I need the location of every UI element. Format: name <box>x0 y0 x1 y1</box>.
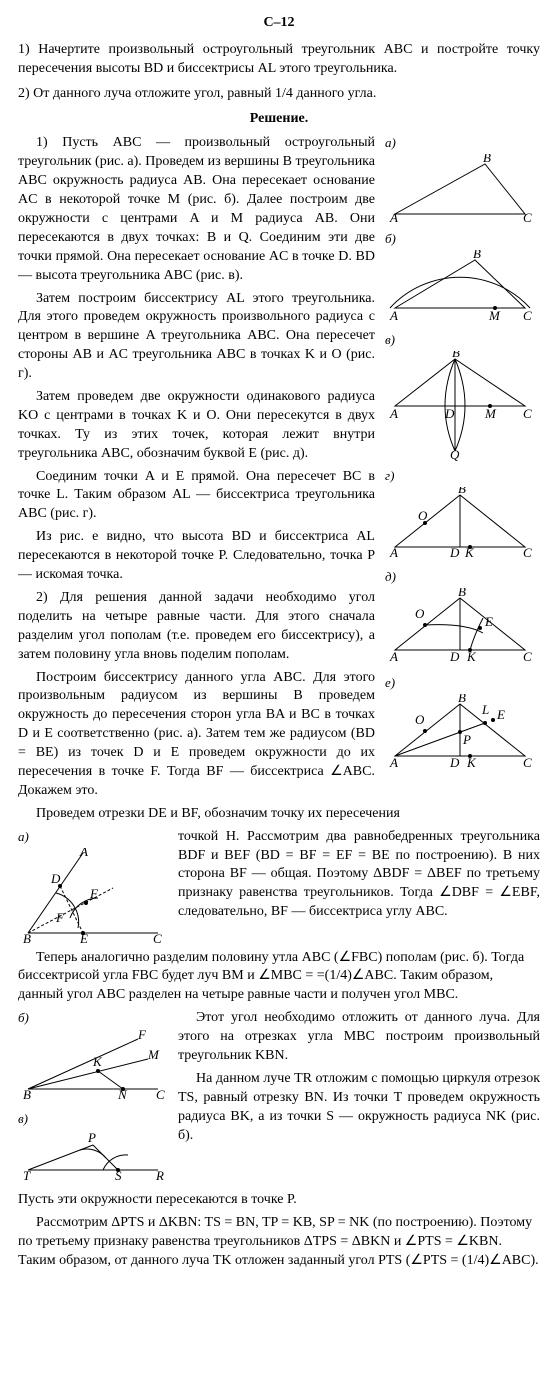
svg-text:P: P <box>87 1130 96 1145</box>
para-8: точкой H. Рассмотрим два равнобедренных … <box>178 828 540 922</box>
svg-text:C: C <box>153 931 162 943</box>
svg-text:B: B <box>458 487 466 496</box>
svg-text:M: M <box>147 1047 160 1062</box>
page-title: С–12 <box>18 14 540 33</box>
svg-text:M: M <box>484 406 497 421</box>
svg-text:F: F <box>137 1029 147 1042</box>
solution-header: Решение. <box>18 110 540 129</box>
svg-text:B: B <box>23 931 31 943</box>
fig-b: б) A B M C <box>385 230 540 325</box>
fig2-a-label: а) <box>18 829 29 844</box>
fig-b-label: б) <box>385 231 396 246</box>
svg-text:D: D <box>449 755 460 770</box>
svg-text:C: C <box>523 308 532 323</box>
svg-text:D: D <box>444 406 455 421</box>
fig-a-label: а) <box>385 135 396 150</box>
svg-text:B: B <box>458 588 466 599</box>
para-3: Затем проведем две окружности одинаковог… <box>18 388 375 464</box>
svg-text:N: N <box>117 1087 128 1102</box>
figures-right: а) A B C б) A B M C в) <box>385 134 540 779</box>
triangle-b-icon: A B M C <box>385 250 535 325</box>
svg-text:A: A <box>79 848 88 859</box>
fig-d: д) A B O E D K C <box>385 568 540 668</box>
para-12: Пусть эти окружности пересекаются в точк… <box>18 1191 540 1210</box>
svg-text:K: K <box>466 649 477 664</box>
para-8a: Проведем отрезки DE и BF, обозначим точк… <box>18 805 540 824</box>
triangle-e-icon: A B O L E P D K C <box>385 694 535 774</box>
svg-text:K: K <box>92 1054 103 1069</box>
svg-text:C: C <box>523 406 532 421</box>
svg-text:C: C <box>523 210 532 224</box>
fig-a: а) A B C <box>385 134 540 224</box>
fig-e: е) A B O L E P D K C <box>385 674 540 774</box>
svg-text:A: A <box>389 406 398 421</box>
svg-text:Q: Q <box>450 447 460 461</box>
svg-text:O: O <box>418 508 428 523</box>
svg-text:E: E <box>484 614 493 629</box>
svg-text:A: A <box>389 649 398 664</box>
problem-2: 2) От данного луча отложите угол, равный… <box>18 85 540 104</box>
svg-text:A: A <box>389 545 398 560</box>
svg-text:O: O <box>415 606 425 621</box>
fig2-v-label: в) <box>18 1111 28 1126</box>
svg-text:K: K <box>464 545 475 560</box>
svg-text:B: B <box>483 154 491 165</box>
svg-text:S: S <box>115 1168 122 1183</box>
svg-text:E: E <box>496 707 505 722</box>
svg-text:B: B <box>23 1087 31 1102</box>
svg-text:D: D <box>50 871 61 886</box>
triangle-d-icon: A B O E D K C <box>385 588 535 668</box>
svg-text:A: A <box>389 210 398 224</box>
angle-a-icon: B A D F F E C <box>18 848 168 943</box>
fig2-b-label: б) <box>18 1010 29 1025</box>
para-10: Этот угол необходимо отложить от данного… <box>178 1009 540 1066</box>
fig-v: в) A B D M C Q <box>385 331 540 461</box>
svg-text:F: F <box>89 886 99 901</box>
fig2-v: в) T P S R <box>18 1110 168 1185</box>
fig-g: г) A B O D K C <box>385 467 540 562</box>
para-2: Затем построим биссектрису AL этого треу… <box>18 290 375 384</box>
svg-text:C: C <box>523 649 532 664</box>
para-4: Соединим точки A и E прямой. Она пересеч… <box>18 468 375 525</box>
fig-e-label: е) <box>385 675 395 690</box>
para-7: Построим биссектрису данного угла ABC. Д… <box>18 669 375 801</box>
svg-text:C: C <box>156 1087 165 1102</box>
para-9: Теперь аналогично разделим половину утла… <box>18 949 540 1006</box>
para-13: Рассмотрим ΔPTS и ΔKBN: TS = BN, TP = KB… <box>18 1214 540 1271</box>
fig2-a: а) B A D F F E C <box>18 828 168 943</box>
svg-text:R: R <box>155 1168 164 1183</box>
fig-d-label: д) <box>385 569 396 584</box>
svg-text:L: L <box>481 702 489 717</box>
svg-text:A: A <box>389 308 398 323</box>
svg-text:E: E <box>79 931 88 943</box>
svg-text:M: M <box>488 308 501 323</box>
para-1: 1) Пусть ABC — произвольный остроугольны… <box>18 134 375 285</box>
fig2-b: б) B F K M N C <box>18 1009 168 1104</box>
svg-text:O: O <box>415 712 425 727</box>
angle-b-icon: B F K M N C <box>18 1029 168 1104</box>
problem-1: 1) Начертите произвольный остроугольный … <box>18 41 540 79</box>
svg-text:B: B <box>452 351 460 360</box>
svg-text:A: A <box>389 755 398 770</box>
para-5: Из рис. е видно, что высота BD и биссект… <box>18 528 375 585</box>
svg-text:B: B <box>473 250 481 261</box>
triangle-v-icon: A B D M C Q <box>385 351 535 461</box>
svg-text:P: P <box>462 732 471 747</box>
svg-text:B: B <box>458 694 466 705</box>
para-11: На данном луче TR отложим с помощью цирк… <box>178 1070 540 1146</box>
svg-text:C: C <box>523 755 532 770</box>
svg-text:F: F <box>55 910 65 925</box>
para-6: 2) Для решения данной задачи необходимо … <box>18 589 375 665</box>
angle-v-icon: T P S R <box>18 1130 168 1185</box>
svg-text:T: T <box>23 1168 31 1183</box>
svg-text:D: D <box>449 649 460 664</box>
svg-text:K: K <box>466 755 477 770</box>
svg-text:C: C <box>523 545 532 560</box>
fig-g-label: г) <box>385 468 394 483</box>
triangle-g-icon: A B O D K C <box>385 487 535 562</box>
fig-v-label: в) <box>385 332 395 347</box>
triangle-a-icon: A B C <box>385 154 535 224</box>
svg-text:D: D <box>449 545 460 560</box>
